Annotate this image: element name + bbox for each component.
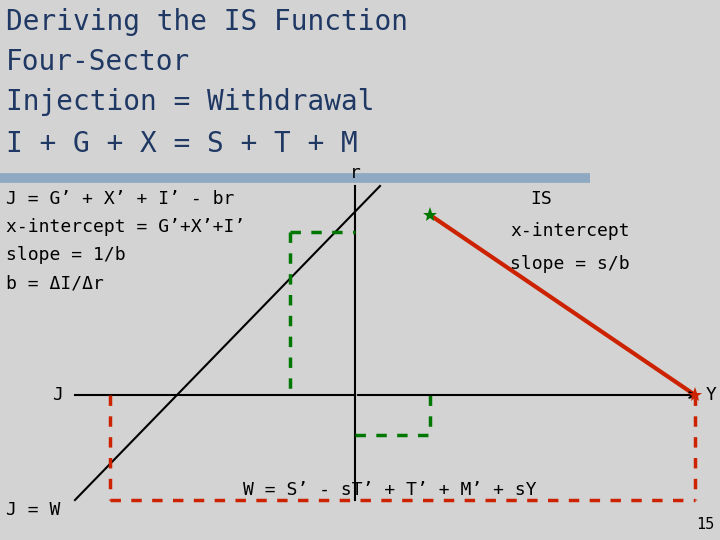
Text: b = ΔI/Δr: b = ΔI/Δr xyxy=(6,274,104,292)
Text: Y: Y xyxy=(706,386,717,404)
Text: x-intercept = G’+X’+I’: x-intercept = G’+X’+I’ xyxy=(6,218,246,236)
Text: Deriving the IS Function: Deriving the IS Function xyxy=(6,8,408,36)
Text: J = W: J = W xyxy=(6,501,60,519)
Text: slope = 1/b: slope = 1/b xyxy=(6,246,125,264)
Text: J: J xyxy=(52,386,63,404)
Text: x-intercept: x-intercept xyxy=(510,222,629,240)
Text: J = G’ + X’ + I’ - br: J = G’ + X’ + I’ - br xyxy=(6,190,235,208)
Text: W = S’ - sT’ + T’ + M’ + sY: W = S’ - sT’ + T’ + M’ + sY xyxy=(243,481,537,499)
Text: I + G + X = S + T + M: I + G + X = S + T + M xyxy=(6,130,358,158)
Text: slope = s/b: slope = s/b xyxy=(510,255,629,273)
Text: Four-Sector: Four-Sector xyxy=(6,48,190,76)
Text: IS: IS xyxy=(530,190,552,208)
Text: Injection = Withdrawal: Injection = Withdrawal xyxy=(6,88,374,116)
Text: r: r xyxy=(350,164,361,182)
Text: 15: 15 xyxy=(696,517,714,532)
